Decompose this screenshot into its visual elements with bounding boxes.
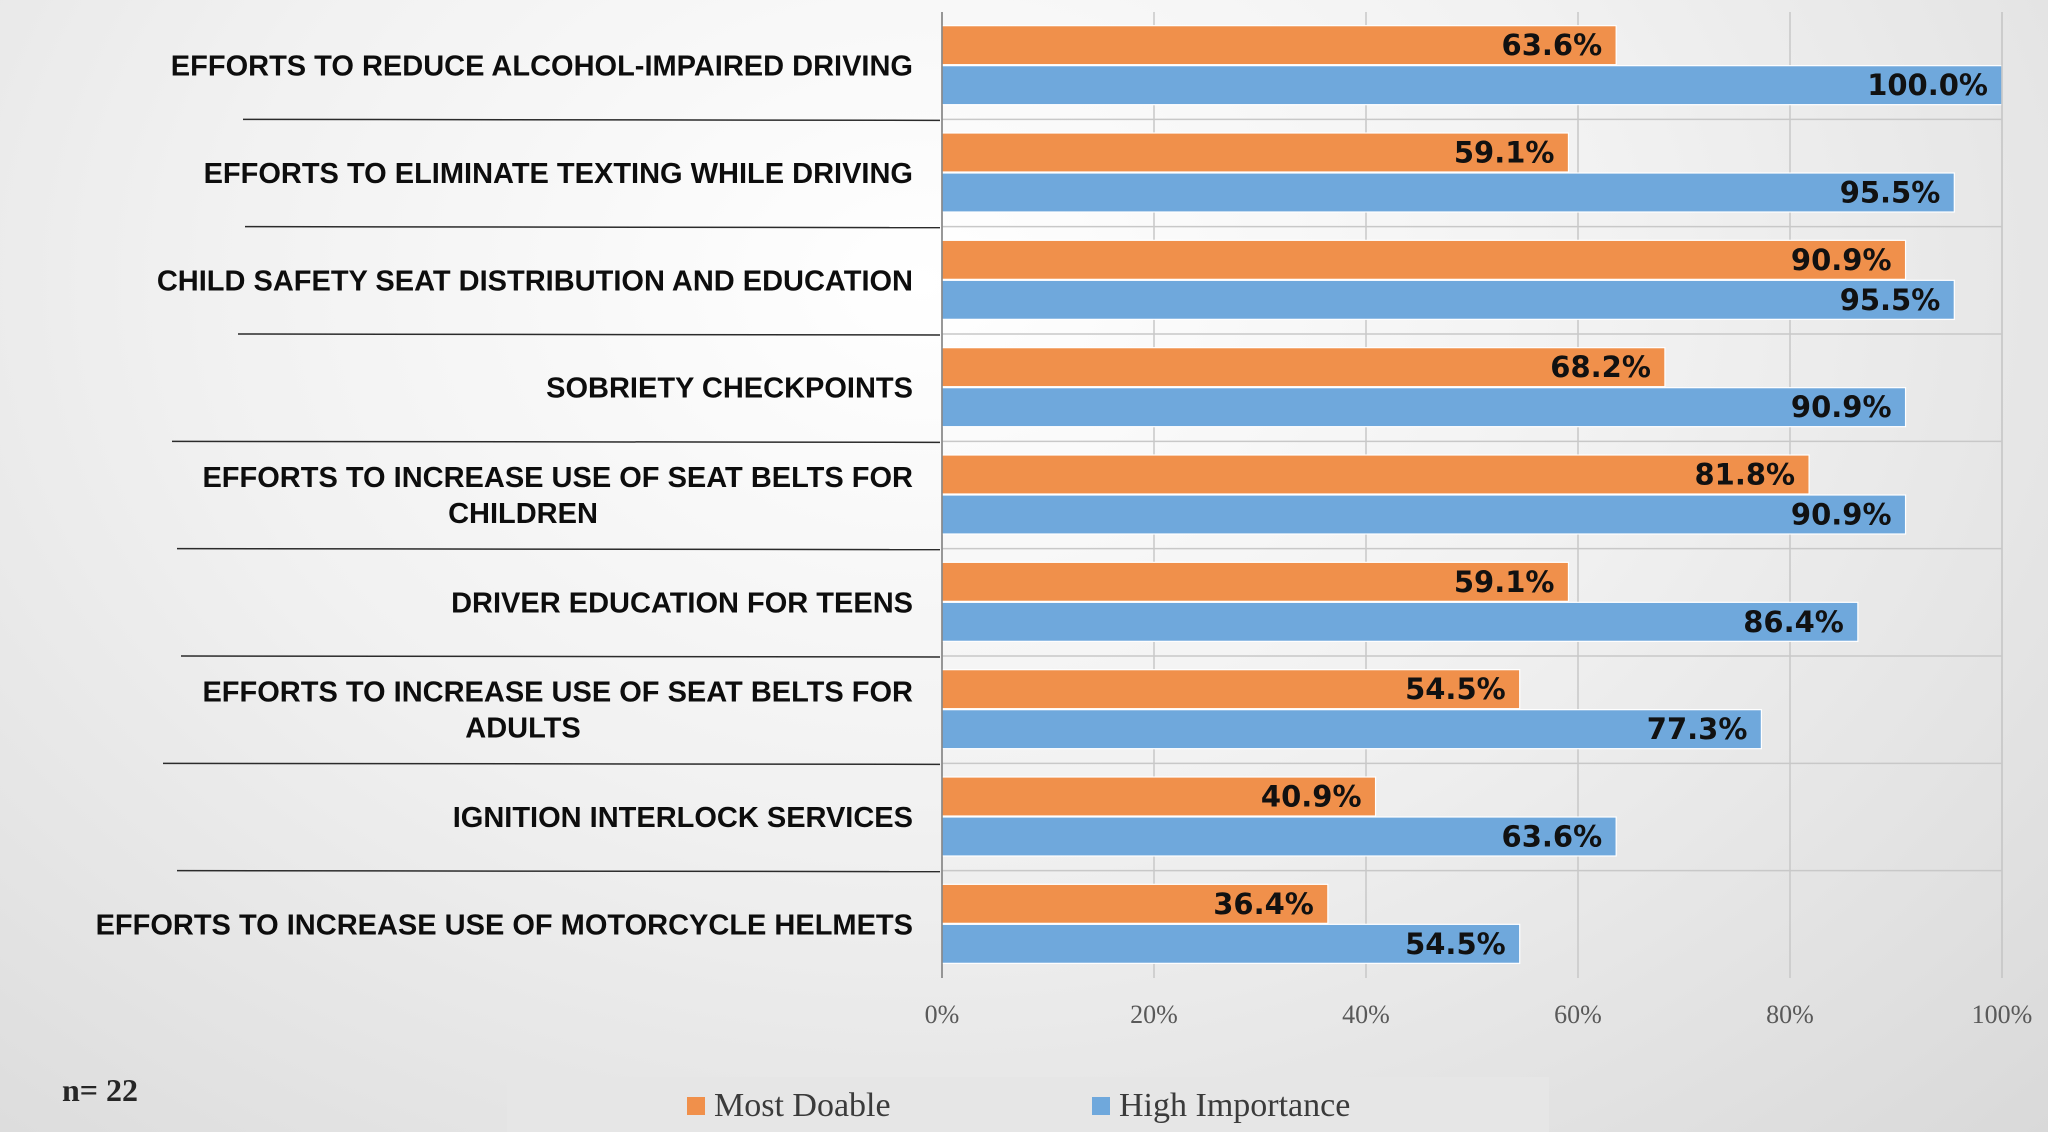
label-separator: [171, 440, 941, 444]
x-tick-label: 80%: [1766, 1000, 1814, 1029]
x-tick-label: 60%: [1554, 1000, 1602, 1029]
data-label-most-doable: 63.6%: [1502, 28, 1603, 62]
sample-size-note: n= 22: [62, 1072, 139, 1108]
label-separator: [180, 655, 941, 658]
data-label-high-importance: 77.3%: [1647, 712, 1748, 746]
category-label-line2: ADULTS: [465, 713, 580, 745]
x-tick-label: 100%: [1972, 1000, 2033, 1029]
x-tick-label: 0%: [925, 1000, 960, 1029]
legend-item-high-importance: High Importance: [1092, 1087, 1350, 1125]
data-label-most-doable: 54.5%: [1405, 672, 1506, 706]
legend-item-most-doable: Most Doable: [687, 1087, 891, 1125]
bar-high-importance: [941, 601, 1859, 642]
category-label: EFFORTS TO REDUCE ALCOHOL-IMPAIRED DRIVI…: [171, 51, 913, 83]
data-label-most-doable: 59.1%: [1454, 136, 1555, 170]
category-label: EFFORTS TO INCREASE USE OF SEAT BELTS FO…: [202, 677, 913, 709]
bar-high-importance: [941, 709, 1762, 750]
category-label: EFFORTS TO INCREASE USE OF SEAT BELTS FO…: [202, 462, 913, 494]
category-label: CHILD SAFETY SEAT DISTRIBUTION AND EDUCA…: [157, 265, 913, 297]
data-label-high-importance: 86.4%: [1743, 605, 1844, 639]
bar-most-doable: [941, 669, 1521, 710]
x-tick-label: 40%: [1342, 1000, 1390, 1029]
data-label-most-doable: 68.2%: [1550, 350, 1651, 384]
label-separator: [244, 225, 941, 229]
data-label-most-doable: 36.4%: [1213, 887, 1314, 921]
data-label-high-importance: 54.5%: [1405, 927, 1506, 961]
category-label: DRIVER EDUCATION FOR TEENS: [451, 587, 913, 619]
label-separator: [176, 547, 941, 551]
data-label-most-doable: 90.9%: [1791, 243, 1892, 277]
legend-swatch-high-importance: [1092, 1097, 1110, 1115]
data-label-most-doable: 59.1%: [1454, 565, 1555, 599]
legend-label-most-doable: Most Doable: [714, 1087, 891, 1124]
bar-most-doable: [941, 883, 1329, 924]
label-separator: [176, 869, 941, 873]
bar-most-doable: [941, 347, 1666, 388]
category-label: IGNITION INTERLOCK SERVICES: [453, 802, 913, 834]
bar-high-importance: [941, 65, 2003, 106]
bar-high-importance: [941, 816, 1617, 857]
data-label-high-importance: 90.9%: [1791, 390, 1892, 424]
legend-label-high-importance: High Importance: [1119, 1087, 1351, 1124]
bar-high-importance: [941, 279, 1955, 320]
legend-swatch-most-doable: [687, 1097, 705, 1115]
bar-most-doable: [941, 25, 1617, 66]
data-label-high-importance: 63.6%: [1502, 820, 1603, 854]
label-separator: [242, 118, 941, 122]
data-label-high-importance: 95.5%: [1840, 176, 1941, 210]
data-label-most-doable: 40.9%: [1261, 780, 1362, 814]
data-label-high-importance: 95.5%: [1840, 283, 1941, 317]
category-label: EFFORTS TO ELIMINATE TEXTING WHILE DRIVI…: [204, 158, 913, 190]
bar-most-doable: [941, 239, 1907, 280]
data-label-most-doable: 81.8%: [1694, 458, 1795, 492]
bar-high-importance: [941, 494, 1907, 535]
chart-legend: Most Doable High Importance: [507, 1077, 1549, 1132]
bar-high-importance: [941, 172, 1955, 213]
x-tick-label: 20%: [1130, 1000, 1178, 1029]
data-label-high-importance: 100.0%: [1867, 68, 1988, 102]
category-label: SOBRIETY CHECKPOINTS: [546, 373, 913, 405]
bar-most-doable: [941, 454, 1810, 495]
data-label-high-importance: 90.9%: [1791, 498, 1892, 532]
bar-most-doable: [941, 132, 1570, 173]
category-label: EFFORTS TO INCREASE USE OF MOTORCYCLE HE…: [96, 909, 913, 941]
category-label-line2: CHILDREN: [448, 498, 598, 530]
label-separator: [237, 333, 941, 336]
bar-high-importance: [941, 923, 1521, 964]
bar-high-importance: [941, 387, 1907, 428]
label-separator: [162, 762, 941, 766]
